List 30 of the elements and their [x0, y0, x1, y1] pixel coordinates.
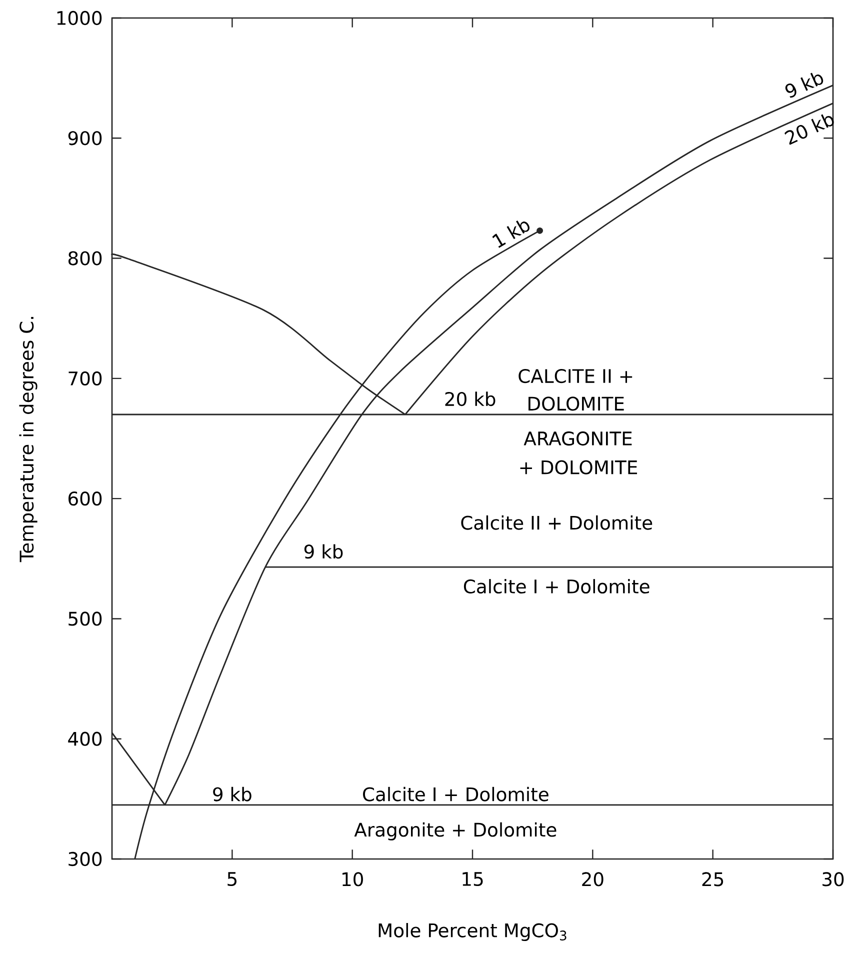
annotation: Calcite II + Dolomite [461, 515, 652, 530]
annotation: Calcite I + Dolomite [464, 579, 650, 594]
y-tick-label: 600 [68, 492, 102, 506]
annotation: 9 kb [213, 786, 252, 802]
annotation: 9 kb [304, 544, 343, 559]
y-tick-label: 900 [68, 131, 102, 146]
y-tick-label: 1000 [57, 10, 102, 26]
annotation: ARAGONITE [524, 431, 632, 446]
x-tick-label: 20 [582, 872, 604, 886]
y-tick-label: 400 [68, 732, 102, 746]
annotation: + DOLOMITE [520, 460, 637, 474]
x-tick-label: 5 [228, 872, 236, 886]
y-tick-label: 500 [68, 612, 102, 626]
x-tick-label: 30 [822, 872, 844, 886]
y-tick-label: 300 [68, 852, 102, 866]
text: 1 kb [492, 220, 530, 248]
annotation: CALCITE II + [518, 368, 632, 384]
x-axis-title: Mole Percent MgCO$_{3}$ [378, 922, 566, 942]
annotation: Aragonite + Dolomite [354, 822, 556, 840]
annotation: 20 kb [445, 392, 496, 406]
annotation: DOLOMITE [528, 396, 624, 411]
x-tick-label: 15 [462, 872, 483, 886]
y-axis-title: Temperature in degrees C. [19, 316, 38, 562]
text: 20 kb [784, 114, 834, 145]
x-tick-label: 25 [702, 872, 724, 886]
y-tick-label: 800 [68, 251, 102, 266]
y-tick-label: 700 [68, 371, 102, 386]
x-tick-label: 10 [342, 872, 363, 886]
annotation: Calcite I + Dolomite [362, 786, 548, 802]
text: 9 kb [785, 72, 824, 98]
